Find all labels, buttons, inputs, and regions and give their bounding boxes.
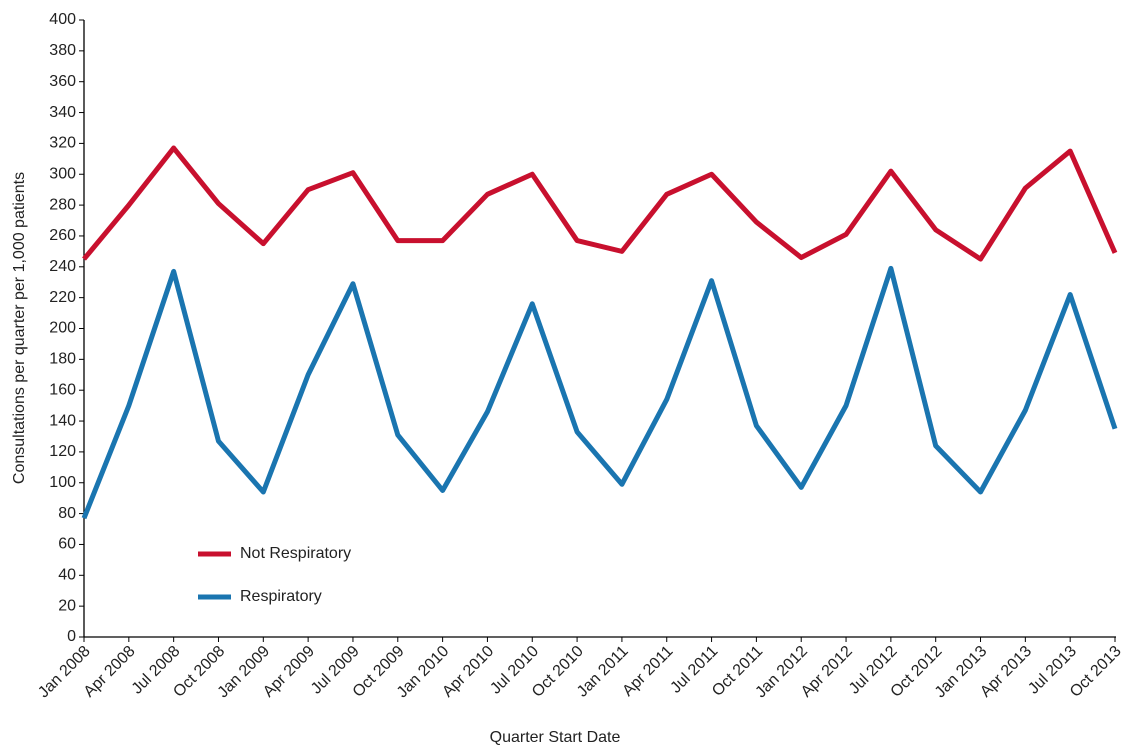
y-tick-label: 380	[49, 42, 76, 59]
y-axis-title: Consultations per quarter per 1,000 pati…	[11, 172, 28, 484]
y-tick-label: 360	[49, 73, 76, 90]
line	[82, 145, 1118, 262]
y-tick-label: 40	[58, 567, 76, 584]
legend-label: Not Respiratory	[240, 545, 351, 562]
y-tick-label: 20	[58, 597, 76, 614]
y-tick-label: 140	[49, 412, 76, 429]
y-tick-label: 120	[49, 443, 76, 460]
y-tick-label: 80	[58, 505, 76, 522]
legend-label: Respiratory	[240, 588, 322, 605]
line	[81, 265, 1118, 520]
y-tick-label: 180	[49, 351, 76, 368]
y-tick-label: 260	[49, 227, 76, 244]
y-tick-label: 160	[49, 381, 76, 398]
y-tick-label: 240	[49, 258, 76, 275]
y-tick-label: 300	[49, 165, 76, 182]
y-tick-label: 320	[49, 135, 76, 152]
x-axis-title: Quarter Start Date	[490, 729, 621, 746]
y-tick-label: 280	[49, 196, 76, 213]
y-tick-label: 400	[49, 11, 76, 28]
y-tick-label: 220	[49, 289, 76, 306]
y-tick-label: 340	[49, 104, 76, 121]
y-tick-label: 200	[49, 320, 76, 337]
y-tick-label: 0	[67, 628, 76, 645]
y-tick-label: 60	[58, 536, 76, 553]
y-tick-label: 100	[49, 474, 76, 491]
